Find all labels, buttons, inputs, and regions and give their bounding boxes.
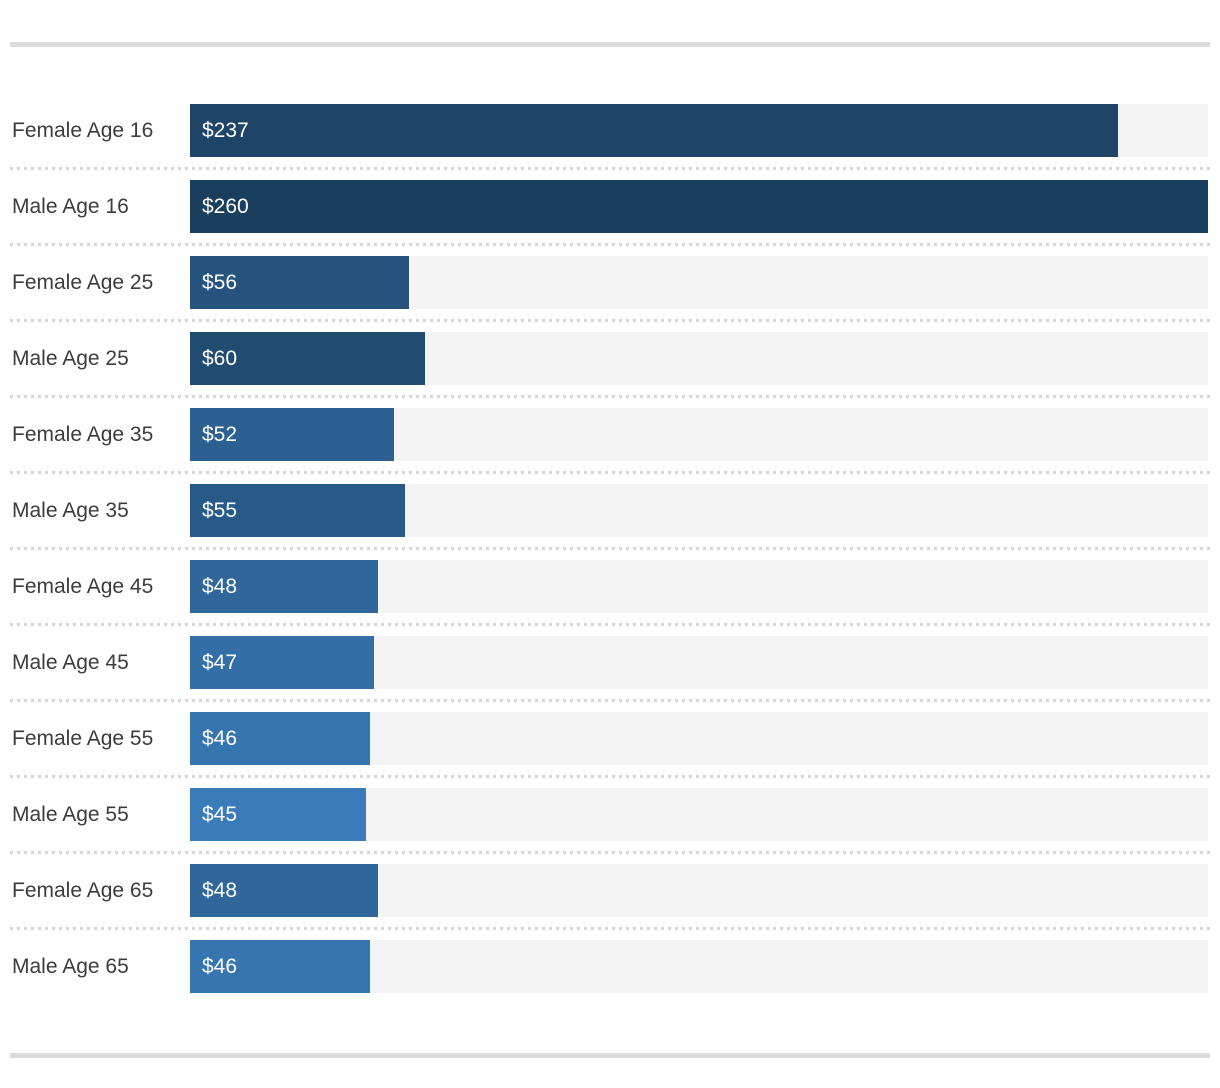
row-separator	[10, 927, 1210, 930]
bar[interactable]: $45	[190, 788, 367, 841]
bar-value-label: $56	[202, 270, 238, 294]
bar-track: $46	[190, 712, 1208, 765]
chart-plot-area: Female Age 16 $237 Male Age 16 $260 Fema…	[0, 104, 1220, 993]
category-label: Male Age 55	[12, 802, 129, 826]
bar-track: $47	[190, 636, 1208, 689]
chart-row: Female Age 25 $56	[0, 256, 1220, 309]
bar[interactable]: $56	[190, 256, 410, 309]
chart-row: Female Age 35 $52	[0, 408, 1220, 461]
category-label: Male Age 25	[12, 346, 129, 370]
bar-track: $237	[190, 104, 1208, 157]
row-separator	[10, 547, 1210, 550]
row-separator	[10, 471, 1210, 474]
bar-track: $56	[190, 256, 1208, 309]
bar-value-label: $46	[202, 726, 238, 750]
category-label: Male Age 65	[12, 954, 129, 978]
chart-row: Male Age 35 $55	[0, 484, 1220, 537]
top-divider	[10, 42, 1210, 47]
category-label: Female Age 45	[12, 574, 154, 598]
row-separator	[10, 623, 1210, 626]
category-label: Female Age 55	[12, 726, 154, 750]
row-separator	[10, 699, 1210, 702]
chart-row: Female Age 16 $237	[0, 104, 1220, 157]
bar-track: $260	[190, 180, 1208, 233]
row-separator	[10, 319, 1210, 322]
category-label: Male Age 45	[12, 650, 129, 674]
bar[interactable]: $46	[190, 940, 371, 993]
category-label: Female Age 16	[12, 118, 154, 142]
bar-track: $46	[190, 940, 1208, 993]
bar-value-label: $48	[202, 574, 238, 598]
chart-row: Female Age 65 $48	[0, 864, 1220, 917]
category-label: Female Age 25	[12, 270, 154, 294]
bar-track: $55	[190, 484, 1208, 537]
row-separator	[10, 775, 1210, 778]
bar[interactable]: $48	[190, 864, 378, 917]
chart-row: Male Age 16 $260	[0, 180, 1220, 233]
bar[interactable]: $48	[190, 560, 378, 613]
bottom-divider	[10, 1053, 1210, 1058]
bar[interactable]: $260	[190, 180, 1208, 233]
row-separator	[10, 395, 1210, 398]
bar[interactable]: $46	[190, 712, 371, 765]
category-label: Male Age 16	[12, 194, 129, 218]
bar-value-label: $60	[202, 346, 238, 370]
chart-row: Male Age 45 $47	[0, 636, 1220, 689]
row-separator	[10, 851, 1210, 854]
bar-value-label: $47	[202, 650, 238, 674]
category-label: Female Age 35	[12, 422, 154, 446]
bar-value-label: $52	[202, 422, 238, 446]
chart-row: Female Age 45 $48	[0, 560, 1220, 613]
chart-row: Male Age 55 $45	[0, 788, 1220, 841]
row-separator	[10, 243, 1210, 246]
bar-value-label: $46	[202, 954, 238, 978]
bar[interactable]: $60	[190, 332, 425, 385]
category-label: Female Age 65	[12, 878, 154, 902]
bar-value-label: $260	[202, 194, 249, 218]
chart-row: Female Age 55 $46	[0, 712, 1220, 765]
bar-value-label: $45	[202, 802, 238, 826]
bar[interactable]: $237	[190, 104, 1118, 157]
bar[interactable]: $52	[190, 408, 394, 461]
bar-value-label: $237	[202, 118, 249, 142]
bar[interactable]: $47	[190, 636, 375, 689]
chart-row: Male Age 25 $60	[0, 332, 1220, 385]
bar-value-label: $48	[202, 878, 238, 902]
bar-value-label: $55	[202, 498, 238, 522]
bar-track: $52	[190, 408, 1208, 461]
chart-row: Male Age 65 $46	[0, 940, 1220, 993]
row-separator	[10, 167, 1210, 170]
bar-track: $48	[190, 864, 1208, 917]
bar-track: $60	[190, 332, 1208, 385]
bar[interactable]: $55	[190, 484, 406, 537]
bar-track: $48	[190, 560, 1208, 613]
bar-track: $45	[190, 788, 1208, 841]
category-label: Male Age 35	[12, 498, 129, 522]
